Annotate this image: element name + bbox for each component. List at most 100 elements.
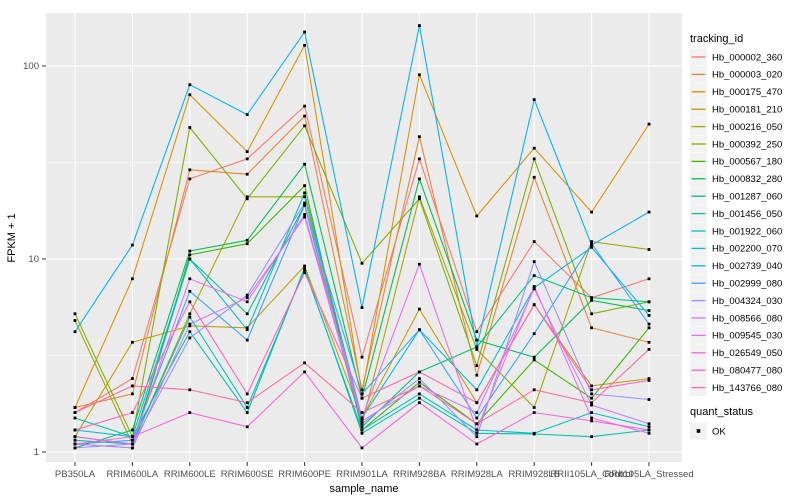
data-point	[647, 277, 651, 281]
data-point	[532, 98, 536, 101]
data-point	[418, 24, 421, 27]
data-point	[131, 411, 134, 414]
data-point	[303, 268, 306, 272]
data-point	[590, 401, 593, 405]
data-point	[418, 377, 421, 380]
data-point	[188, 336, 192, 340]
data-point	[360, 392, 364, 396]
data-point	[590, 240, 593, 243]
legend-label: Hb_000216_050	[712, 122, 782, 133]
data-point	[131, 428, 134, 432]
data-point	[245, 242, 249, 246]
data-point	[188, 253, 192, 257]
data-point	[418, 157, 421, 161]
data-point	[245, 411, 249, 414]
data-point	[532, 332, 536, 336]
data-point	[590, 296, 593, 300]
legend-label: Hb_001287_060	[712, 192, 782, 203]
data-point	[590, 299, 593, 302]
x-tick-label: RRIM600PE	[278, 469, 331, 480]
data-point	[245, 195, 249, 199]
data-point	[418, 396, 421, 400]
data-point	[73, 438, 77, 442]
data-point	[131, 377, 134, 380]
x-tick-label: RRIM928LB	[508, 469, 560, 480]
data-point	[303, 370, 306, 374]
data-point	[360, 419, 364, 423]
legend-item-Hb_001287_060: Hb_001287_060	[690, 187, 782, 205]
data-point	[418, 197, 421, 201]
data-point	[647, 326, 651, 330]
data-point	[418, 135, 421, 139]
data-point	[532, 388, 536, 392]
data-point	[418, 370, 421, 374]
legend-quant-status: OK	[690, 422, 726, 440]
legend-item-Hb_001922_060: Hb_001922_060	[690, 222, 782, 240]
data-point	[360, 428, 364, 432]
legend-label: Hb_143766_080	[712, 383, 782, 394]
x-tick-label: RRIM600LE	[164, 469, 216, 480]
data-point	[188, 322, 192, 326]
data-point	[647, 428, 651, 432]
legend-label: Hb_000003_020	[712, 70, 782, 81]
data-point	[131, 438, 134, 442]
data-point	[73, 416, 77, 420]
data-point	[188, 168, 192, 172]
data-point	[590, 419, 593, 423]
legend-label: Hb_000002_360	[712, 52, 782, 63]
data-point	[360, 422, 364, 426]
data-point	[418, 307, 421, 311]
data-point	[360, 431, 364, 435]
data-point	[360, 446, 364, 450]
x-tick-label: RRIM600LA	[107, 469, 159, 480]
data-point	[532, 146, 536, 150]
data-point	[418, 380, 421, 384]
data-point	[647, 422, 651, 426]
legend-item-Hb_026549_050: Hb_026549_050	[690, 344, 782, 362]
data-point	[590, 242, 593, 246]
legend-label: Hb_000392_250	[712, 139, 782, 150]
data-point	[73, 312, 77, 316]
data-point	[532, 287, 536, 291]
legend-label: Hb_002739_040	[712, 261, 782, 272]
legend-label: Hb_008566_080	[712, 313, 782, 324]
data-point	[647, 314, 651, 317]
data-point	[532, 431, 536, 435]
data-point	[475, 330, 479, 334]
data-point	[188, 300, 192, 304]
data-point	[475, 364, 479, 368]
data-point	[188, 249, 192, 253]
data-point	[131, 243, 134, 247]
data-point	[647, 425, 651, 429]
data-point	[475, 422, 479, 426]
data-point	[245, 296, 249, 300]
data-point	[647, 348, 651, 351]
legend-label: Hb_001456_050	[712, 209, 782, 220]
data-point	[647, 398, 651, 401]
data-point	[73, 319, 77, 322]
data-point	[303, 266, 306, 270]
legend-item-Hb_000832_280: Hb_000832_280	[690, 170, 782, 188]
legend-item-Hb_000392_250: Hb_000392_250	[690, 135, 782, 153]
legend-label: Hb_000181_210	[712, 105, 782, 116]
data-point	[475, 428, 479, 432]
data-point	[188, 312, 192, 316]
data-point	[188, 330, 192, 334]
data-point	[360, 396, 364, 400]
data-point	[532, 303, 536, 307]
data-point	[360, 411, 364, 414]
data-point	[532, 157, 536, 161]
data-point	[131, 277, 134, 281]
data-point	[590, 435, 593, 439]
data-point	[131, 384, 134, 388]
x-tick-label: RRIM928BA	[393, 469, 446, 480]
legend-item-Hb_000003_020: Hb_000003_020	[690, 65, 782, 83]
data-point	[590, 326, 593, 330]
legend-label: Hb_080477_080	[712, 366, 782, 377]
data-point	[360, 416, 364, 420]
y-tick-label: 10	[28, 254, 39, 265]
data-point	[245, 150, 249, 153]
legend-item-Hb_009545_030: Hb_009545_030	[690, 326, 782, 344]
legend-item-Hb_000002_360: Hb_000002_360	[690, 48, 782, 66]
